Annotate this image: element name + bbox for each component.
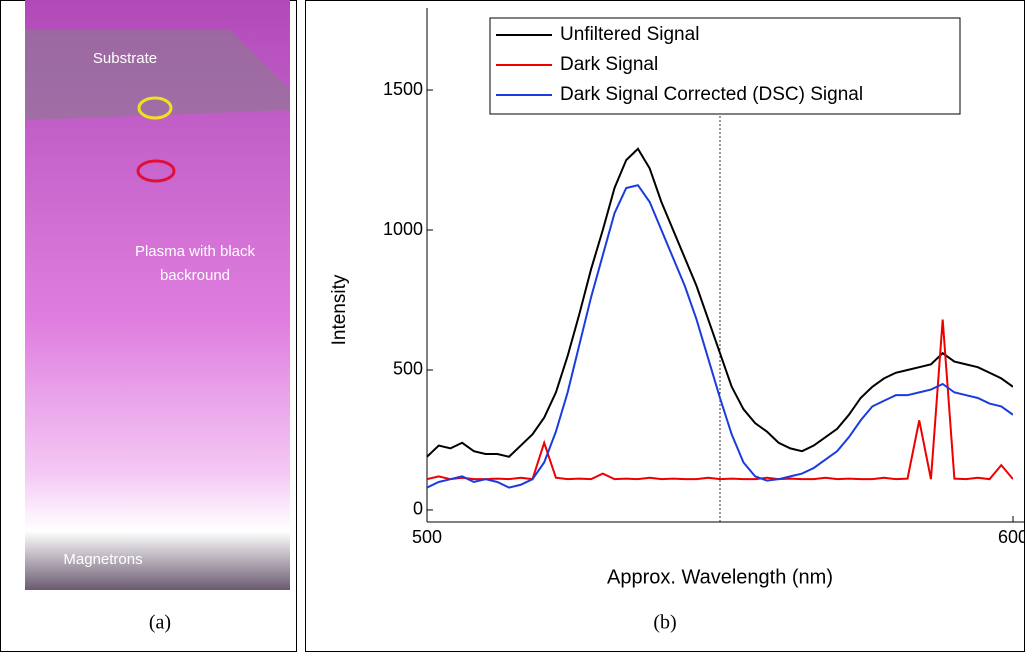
series-line <box>427 147 1013 458</box>
y-tick-label: 1500 <box>383 79 423 99</box>
marker <box>137 96 173 120</box>
caption: (b) <box>653 612 676 634</box>
plot <box>427 147 1013 489</box>
x-tick-label: 600 <box>998 527 1025 547</box>
photo-label: Substrate <box>93 50 157 67</box>
photo-label-box: Plasma with black backround <box>134 243 256 284</box>
series-line <box>427 184 1013 489</box>
y-tick-label: 500 <box>393 359 423 379</box>
legend-box <box>489 17 961 115</box>
legend-label: Dark Signal Corrected (DSC) Signal <box>560 84 863 105</box>
series-line <box>427 319 1013 481</box>
x-axis-label: Approx. Wavelength (nm) <box>607 566 833 588</box>
y-axis-label: Intensity <box>329 274 350 345</box>
legend-label: Dark Signal <box>560 54 658 75</box>
photo-label: Magnetrons <box>63 551 142 568</box>
marker <box>136 159 176 183</box>
legend-label: Unfiltered Signal <box>560 24 699 45</box>
y-tick-label: 0 <box>413 499 423 519</box>
x-tick-label: 500 <box>412 527 442 547</box>
substrate-shape <box>25 30 290 120</box>
y-tick-label: 1000 <box>383 219 423 239</box>
caption: (a) <box>149 612 171 634</box>
photo-label: Plasma with black backround <box>134 243 256 284</box>
